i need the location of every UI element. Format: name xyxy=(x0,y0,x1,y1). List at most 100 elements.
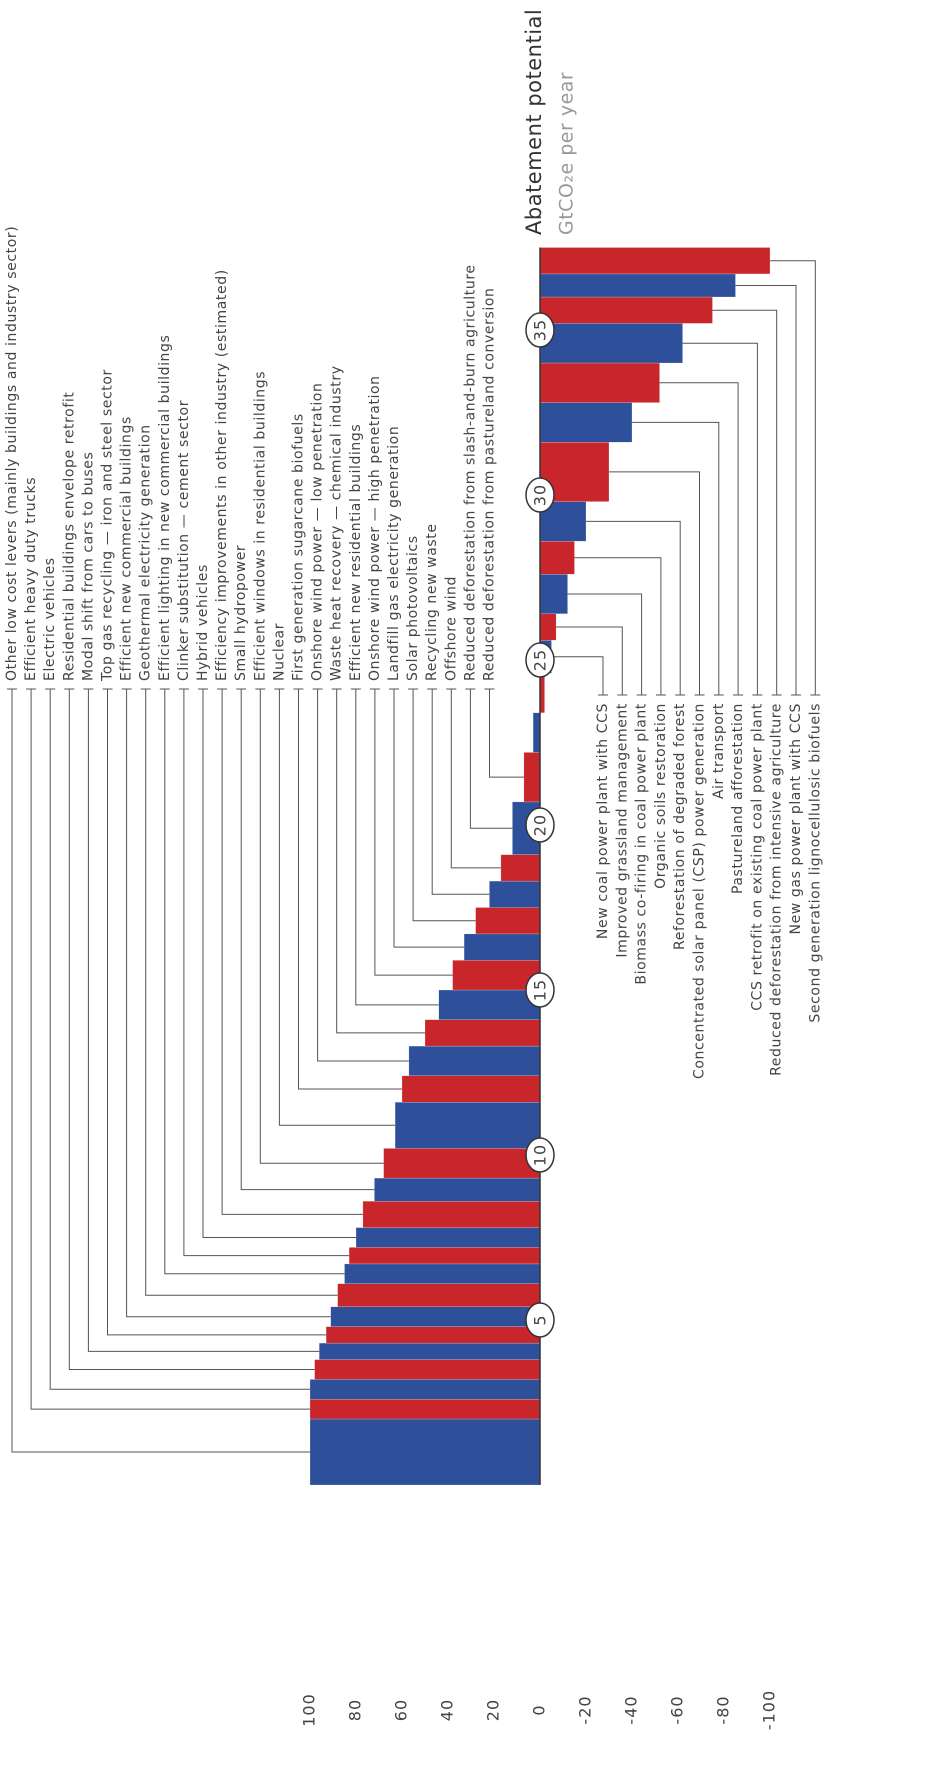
x-tick-circle xyxy=(525,477,555,513)
bar xyxy=(539,273,736,298)
lever-label: Small hydropower xyxy=(233,545,249,681)
bar xyxy=(348,1247,541,1265)
x-tick-label: 30 xyxy=(531,484,550,506)
lever-label: Nuclear xyxy=(271,623,287,681)
leader-line xyxy=(412,689,476,922)
lever-label: Reduced deforestation from intensive agr… xyxy=(769,703,785,1076)
bar xyxy=(394,1102,541,1149)
x-tick-circle xyxy=(525,972,555,1008)
bar xyxy=(463,933,541,961)
bar xyxy=(500,854,541,882)
lever-label: Geothermal electricity generation xyxy=(138,424,154,681)
leader-line xyxy=(30,689,310,1410)
bar xyxy=(337,1283,541,1307)
leader-line xyxy=(393,689,465,948)
lever-label: Clinker substitution — cement sector xyxy=(176,400,192,681)
leader-line xyxy=(712,309,778,695)
bar xyxy=(523,752,541,803)
lever-label: Reduced deforestation from pastureland c… xyxy=(482,287,498,681)
bar xyxy=(309,1418,541,1486)
lever-label: New gas power plant with CCS xyxy=(788,703,804,934)
x-tick-label: 15 xyxy=(531,979,550,1001)
lever-label: Electric vehicles xyxy=(42,557,58,681)
leader-line xyxy=(336,689,425,1034)
lever-label: Hybrid vehicles xyxy=(195,564,211,681)
y-tick-label: -40 xyxy=(622,1695,641,1724)
leader-line xyxy=(556,626,623,695)
bar xyxy=(539,323,683,364)
bar xyxy=(330,1306,541,1327)
bar xyxy=(539,540,575,575)
chart-subtitle: GtCO₂e per year xyxy=(556,72,578,235)
lever-label: Top gas recycling — iron and steel secto… xyxy=(100,369,116,682)
leader-line xyxy=(551,656,604,695)
y-tick-label: 80 xyxy=(346,1699,365,1721)
x-tick-circle xyxy=(525,642,555,678)
lever-label: Second generation lignocellulosic biofue… xyxy=(807,703,823,1023)
leader-line xyxy=(632,421,720,695)
lever-label: Residential buildings envelope retrofit xyxy=(61,392,77,681)
leader-line xyxy=(489,689,524,778)
bar xyxy=(424,1019,541,1047)
leader-line xyxy=(298,689,402,1090)
lever-label: Recycling new waste xyxy=(424,523,440,681)
lever-label: Efficient new commercial buildings xyxy=(119,416,135,681)
leader-line xyxy=(240,689,375,1191)
leader-line xyxy=(469,689,513,829)
chart-body: Abatement potential GtCO₂e per year 100 8… xyxy=(4,9,823,1730)
bar xyxy=(539,613,557,641)
x-tick-circle xyxy=(525,1302,555,1338)
y-tick-label: -20 xyxy=(576,1695,595,1724)
leader-line xyxy=(770,260,816,695)
leader-line xyxy=(183,689,350,1257)
x-tick-label: 20 xyxy=(531,814,550,836)
x-tick-label: 35 xyxy=(531,319,550,341)
leader-line xyxy=(202,689,356,1238)
leader-line xyxy=(87,689,320,1352)
leader-line xyxy=(586,520,681,695)
y-tick-label: -80 xyxy=(714,1695,733,1724)
bar xyxy=(489,880,541,908)
leader-line xyxy=(659,382,739,695)
bar xyxy=(475,907,541,935)
leader-line xyxy=(221,689,363,1215)
leader-line xyxy=(107,689,327,1336)
y-tick-label: 60 xyxy=(392,1699,411,1721)
bar xyxy=(314,1359,541,1380)
x-tick-circle xyxy=(525,1137,555,1173)
bar xyxy=(374,1177,541,1202)
y-tick-label: 0 xyxy=(530,1704,549,1715)
bar xyxy=(532,712,541,753)
lever-label: Efficient windows in residential buildin… xyxy=(252,371,268,681)
bar xyxy=(539,574,568,615)
lever-label: Air transport xyxy=(711,703,727,799)
lever-label: Efficient new residential buildings xyxy=(348,424,364,681)
bar xyxy=(438,989,541,1020)
leader-line xyxy=(682,342,758,695)
leader-line xyxy=(735,284,797,695)
leader-line xyxy=(11,689,310,1453)
lever-label: Other low cost levers (mainly buildings … xyxy=(4,226,20,681)
leader-line xyxy=(278,689,396,1126)
x-tick-label: 10 xyxy=(531,1144,550,1166)
leader-line xyxy=(164,689,345,1275)
lever-label: Landfill gas electricity generation xyxy=(386,426,402,681)
lever-label: First generation sugarcane biofuels xyxy=(291,413,307,681)
leader-line xyxy=(450,689,501,869)
x-tick-circle xyxy=(525,312,555,348)
lever-label: Efficient lighting in new commercial bui… xyxy=(157,335,173,681)
lever-label: Reforestation of degraded forest xyxy=(672,703,688,950)
x-tick-circle xyxy=(525,807,555,843)
bar xyxy=(539,362,660,403)
bar xyxy=(344,1263,541,1284)
leader-line xyxy=(574,557,662,695)
lever-label: Waste heat recovery — chemical industry xyxy=(329,365,345,681)
leader-line xyxy=(145,689,338,1296)
bar xyxy=(319,1342,541,1360)
bar xyxy=(408,1045,541,1076)
lever-label: Modal shift from cars to buses xyxy=(80,452,96,681)
y-tick-label: 100 xyxy=(300,1693,319,1727)
lever-label: Improved grassland management xyxy=(614,703,630,958)
bar xyxy=(309,1399,541,1420)
